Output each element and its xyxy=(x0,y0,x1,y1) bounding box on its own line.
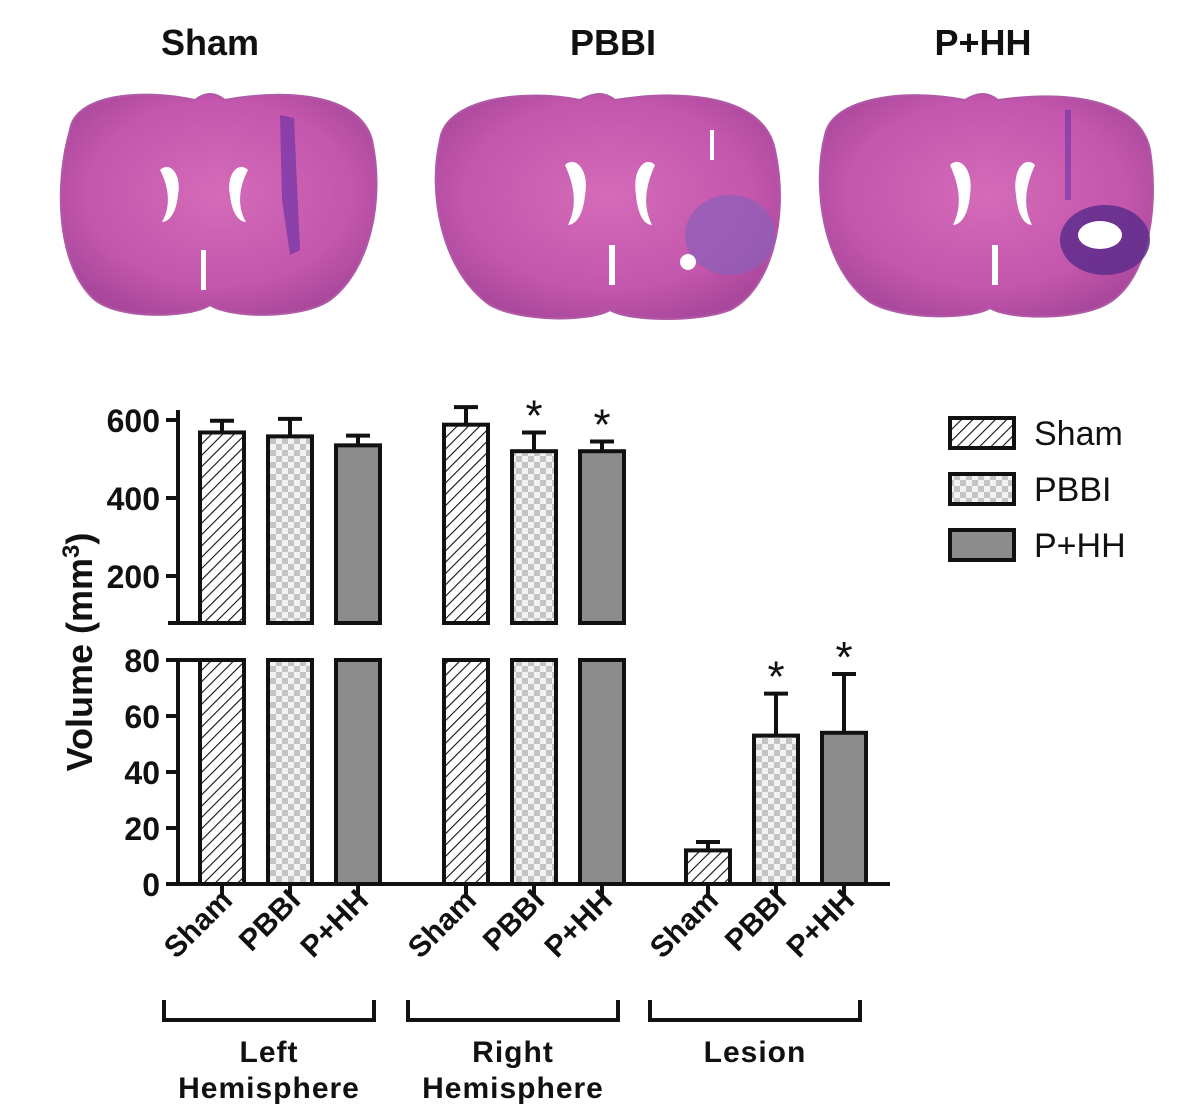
x-tick-label: P+HH xyxy=(294,884,375,965)
bar xyxy=(752,733,800,886)
brain-section-sham xyxy=(59,93,378,316)
bar-lower-segment xyxy=(266,658,314,886)
image-title-php-hh: P+HH xyxy=(934,22,1032,63)
x-tick-label: PBBI xyxy=(719,884,793,958)
group-label: Hemisphere xyxy=(422,1072,604,1105)
legend-label: P+HH xyxy=(1034,527,1126,565)
bar-upper-segment xyxy=(510,449,558,626)
bar-upper-segment xyxy=(442,422,490,625)
y-tick-label: 60 xyxy=(124,699,160,735)
brain-section-php-hh xyxy=(818,93,1154,318)
legend-swatch xyxy=(948,528,1016,562)
y-tick-label: 20 xyxy=(124,811,160,847)
x-tick-label: PBBI xyxy=(233,884,307,958)
x-tick-label: P+HH xyxy=(538,884,619,965)
y-tick-label: 80 xyxy=(124,643,160,679)
bar-upper-segment xyxy=(578,449,626,626)
y-tick-label: 0 xyxy=(142,867,160,903)
group-label: Right xyxy=(472,1036,554,1069)
legend-label: Sham xyxy=(1034,415,1123,453)
y-tick-label: 200 xyxy=(107,559,160,595)
bar-lower-segment xyxy=(442,658,490,886)
x-tick-label: Sham xyxy=(644,884,725,965)
group-label: Hemisphere xyxy=(178,1072,360,1105)
group-label: Lesion xyxy=(704,1036,807,1069)
group-bracket xyxy=(162,1000,376,1022)
significance-star: * xyxy=(835,633,852,682)
group-label: Left xyxy=(240,1036,299,1069)
bar-upper-segment xyxy=(334,443,382,625)
bar-lower-segment xyxy=(198,658,246,886)
image-title-pbbi: PBBI xyxy=(569,22,656,63)
bar-upper-segment xyxy=(198,430,246,626)
bar xyxy=(820,730,868,886)
brain-section-pbbi xyxy=(434,93,781,320)
bar xyxy=(684,848,732,887)
legend-swatch xyxy=(948,472,1016,506)
image-title-sham: Sham xyxy=(160,22,260,63)
bar-lower-segment xyxy=(334,658,382,886)
group-bracket xyxy=(648,1000,862,1022)
y-axis-title: Volume (mm3) xyxy=(58,533,101,772)
x-tick-label: P+HH xyxy=(780,884,861,965)
group-bracket xyxy=(406,1000,620,1022)
significance-star: * xyxy=(593,400,610,449)
significance-star: * xyxy=(525,391,542,440)
legend-label: PBBI xyxy=(1034,471,1111,509)
significance-star: * xyxy=(767,653,784,702)
y-tick-label: 40 xyxy=(124,755,160,791)
y-tick-label: 400 xyxy=(107,481,160,517)
bar-lower-segment xyxy=(510,658,558,886)
bar-upper-segment xyxy=(266,434,314,625)
y-tick-label: 600 xyxy=(107,403,160,439)
legend-swatch xyxy=(948,416,1016,450)
x-tick-label: PBBI xyxy=(477,884,551,958)
bar-lower-segment xyxy=(578,658,626,886)
x-tick-label: Sham xyxy=(402,884,483,965)
x-tick-label: Sham xyxy=(158,884,239,965)
